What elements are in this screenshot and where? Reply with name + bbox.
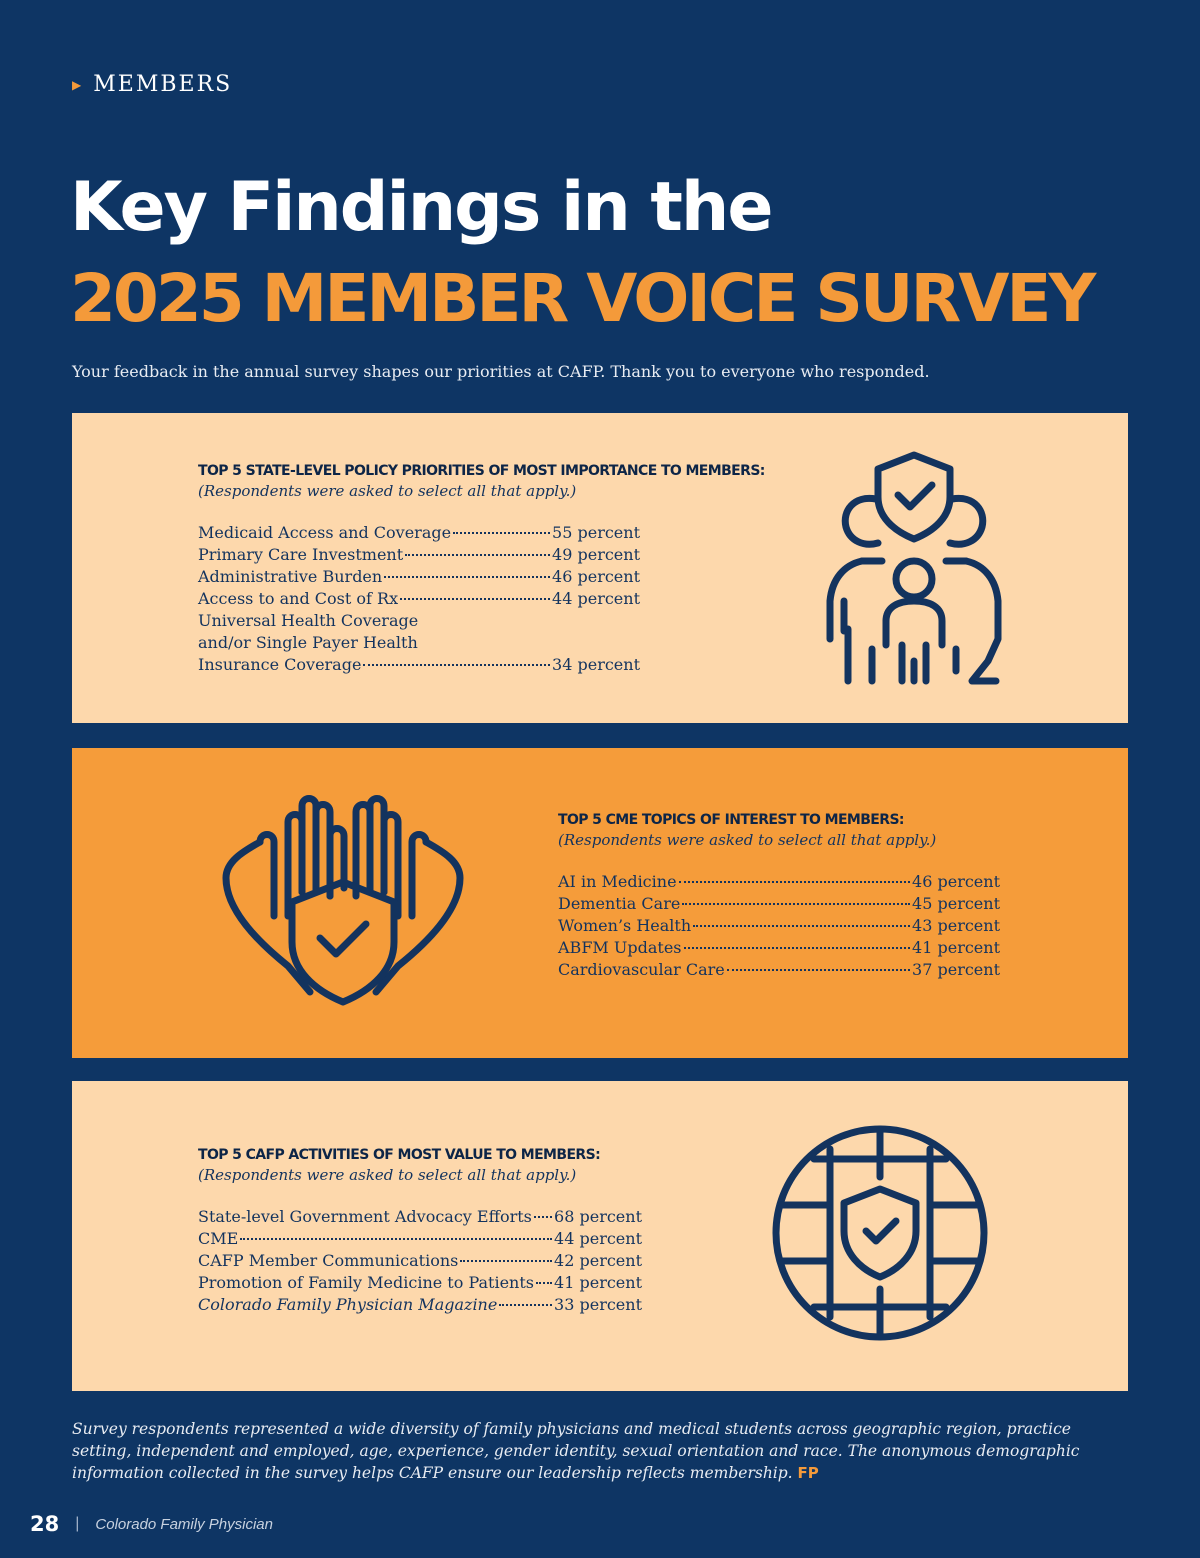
item-label: CME [198,1229,239,1248]
activities-list: State-level Government Advocacy Efforts 6… [198,1206,642,1316]
item-value: 55 percent [552,523,640,542]
page-subtitle: Your feedback in the annual survey shape… [72,362,930,381]
policy-panel: TOP 5 STATE-LEVEL POLICY PRIORITIES OF M… [72,413,1128,723]
item-label: Colorado Family Physician Magazine [198,1295,498,1314]
activities-panel: TOP 5 CAFP ACTIVITIES OF MOST VALUE TO M… [72,1081,1128,1391]
policy-list: Medicaid Access and Coverage 55 percent P… [198,522,640,676]
footer-separator: | [75,1515,80,1532]
policy-heading: TOP 5 STATE-LEVEL POLICY PRIORITIES OF M… [198,463,765,479]
item-value: 42 percent [554,1251,642,1270]
list-item: State-level Government Advocacy Efforts 6… [198,1206,642,1228]
item-value: 45 percent [912,894,1000,913]
item-label: Medicaid Access and Coverage [198,523,452,542]
item-value: 46 percent [552,567,640,586]
list-item: CME 44 percent [198,1228,642,1250]
list-item: Cardiovascular Care 37 percent [558,959,1000,981]
end-mark: FP [797,1464,819,1482]
list-item: Dementia Care 45 percent [558,893,1000,915]
item-label: Insurance Coverage [198,655,362,674]
item-label: CAFP Member Communications [198,1251,459,1270]
cme-note: (Respondents were asked to select all th… [558,831,937,849]
page-number: 28 [30,1512,60,1536]
item-label: Dementia Care [558,894,681,913]
list-item: Women’s Health 43 percent [558,915,1000,937]
list-item: Administrative Burden 46 percent [198,566,640,588]
list-item: AI in Medicine 46 percent [558,871,1000,893]
list-item: Medicaid Access and Coverage 55 percent [198,522,640,544]
item-label: Cardiovascular Care [558,960,725,979]
item-value: 44 percent [554,1229,642,1248]
section-label: MEMBERS [93,72,233,97]
policy-block: TOP 5 STATE-LEVEL POLICY PRIORITIES OF M… [198,463,765,676]
list-item: Promotion of Family Medicine to Patients… [198,1272,642,1294]
shield-family-icon [814,449,1014,689]
item-label-line1: Universal Health Coverage [198,611,419,630]
item-value: 41 percent [912,938,1000,957]
item-label: ABFM Updates [558,938,682,957]
item-label: AI in Medicine [558,872,677,891]
list-item: Primary Care Investment 49 percent [198,544,640,566]
item-value: 44 percent [552,589,640,608]
page-title-line2: 2025 MEMBER VOICE SURVEY [70,260,1096,337]
section-tag: ▶ MEMBERS [72,72,232,97]
page-footer: 28 | Colorado Family Physician [30,1512,273,1536]
cme-panel: TOP 5 CME TOPICS OF INTEREST TO MEMBERS:… [72,748,1128,1058]
cme-list: AI in Medicine 46 percent Dementia Care 45… [558,871,1000,981]
cme-block: TOP 5 CME TOPICS OF INTEREST TO MEMBERS:… [558,812,1000,981]
survey-footnote: Survey respondents represented a wide di… [72,1418,1132,1484]
item-label-line2: and/or Single Payer Health [198,633,418,652]
list-item: Insurance Coverage 34 percent [198,654,640,676]
item-value: 34 percent [552,655,640,674]
item-label: Access to and Cost of Rx [198,589,399,608]
list-item: CAFP Member Communications 42 percent [198,1250,642,1272]
item-label: Primary Care Investment [198,545,404,564]
activities-heading: TOP 5 CAFP ACTIVITIES OF MOST VALUE TO M… [198,1147,601,1163]
activities-note: (Respondents were asked to select all th… [198,1166,577,1184]
footnote-text: Survey respondents represented a wide di… [72,1420,1080,1482]
policy-note: (Respondents were asked to select all th… [198,482,577,500]
item-value: 49 percent [552,545,640,564]
publication-name: Colorado Family Physician [95,1515,273,1533]
hands-shield-icon [218,792,468,1012]
item-value: 37 percent [912,960,1000,979]
item-label: Administrative Burden [198,567,383,586]
list-item: Colorado Family Physician Magazine 33 per… [198,1294,642,1316]
page-title-line1: Key Findings in the [70,168,773,247]
item-label: State-level Government Advocacy Efforts [198,1207,532,1226]
item-value: 46 percent [912,872,1000,891]
item-value: 68 percent [554,1207,642,1226]
item-value: 43 percent [912,916,1000,935]
cme-heading: TOP 5 CME TOPICS OF INTEREST TO MEMBERS: [558,812,905,828]
list-item: ABFM Updates 41 percent [558,937,1000,959]
item-value: 41 percent [554,1273,642,1292]
activities-block: TOP 5 CAFP ACTIVITIES OF MOST VALUE TO M… [198,1147,642,1316]
list-item: Access to and Cost of Rx 44 percent [198,588,640,610]
item-label: Women’s Health [558,916,692,935]
item-label: Promotion of Family Medicine to Patients [198,1273,534,1292]
item-value: 33 percent [554,1295,642,1314]
globe-shield-icon [770,1119,990,1347]
triangle-icon: ▶ [72,77,84,92]
